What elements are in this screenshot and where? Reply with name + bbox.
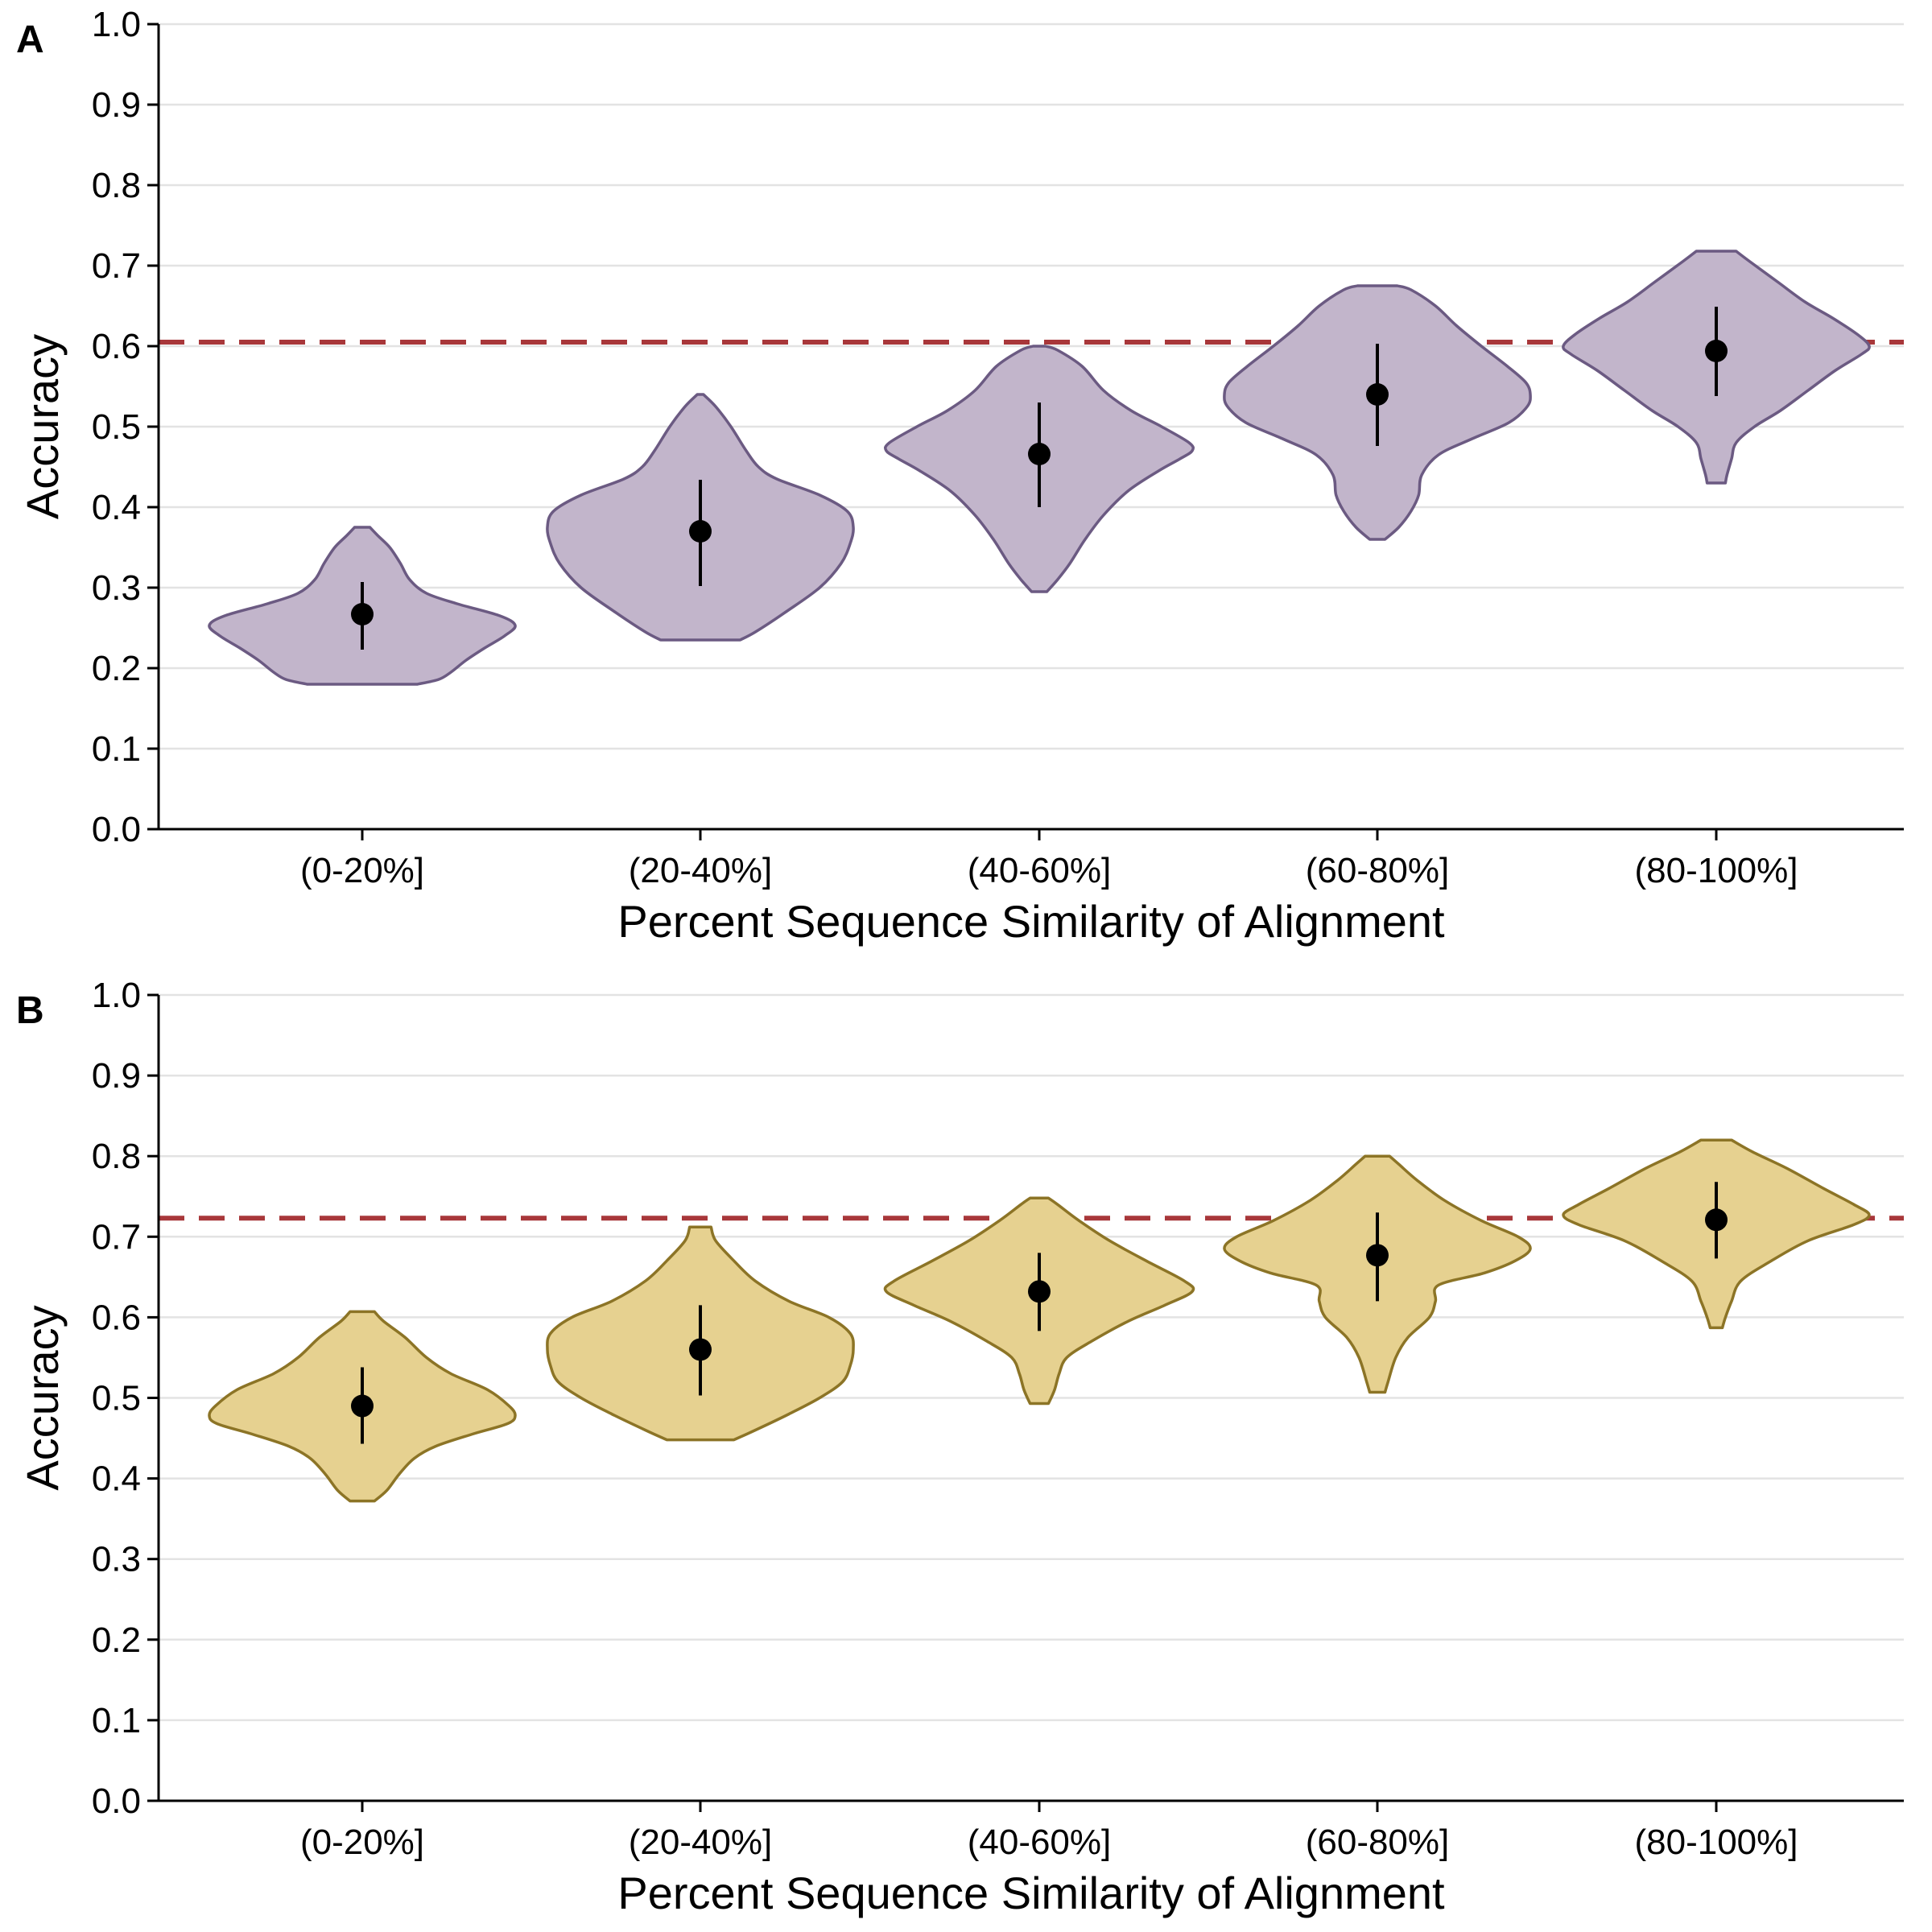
mean-point-4	[1366, 1244, 1389, 1267]
y-tick-label: 0.6	[92, 327, 141, 366]
panel-letter: A	[16, 19, 44, 61]
panel-letter: B	[16, 989, 44, 1032]
y-tick-label: 0.9	[92, 85, 141, 125]
x-tick-label: (0-20%]	[300, 1823, 424, 1862]
y-tick-label: 1.0	[92, 5, 141, 44]
y-tick-label: 0.2	[92, 649, 141, 688]
y-tick-label: 0.5	[92, 407, 141, 447]
y-tick-label: 0.1	[92, 729, 141, 769]
x-tick-label: (20-40%]	[629, 1823, 773, 1862]
y-axis-title: Accuracy	[17, 1305, 68, 1490]
mean-point-2	[689, 1338, 712, 1361]
y-axis-title: Accuracy	[17, 334, 68, 519]
mean-point-3	[1028, 443, 1051, 465]
y-tick-label: 0.5	[92, 1379, 141, 1418]
y-tick-label: 0.7	[92, 1217, 141, 1257]
y-tick-label: 0.7	[92, 246, 141, 286]
y-tick-label: 1.0	[92, 976, 141, 1015]
y-tick-label: 0.2	[92, 1620, 141, 1660]
x-tick-label: (0-20%]	[300, 851, 424, 890]
y-tick-label: 0.4	[92, 488, 141, 527]
panel-a: 0.0 0.1 0.2 0.3 0.4 0.5 0.6 0.7 0.8 0.9 1.0 (0-20%]…	[16, 5, 1904, 947]
x-tick-label: (40-60%]	[968, 1823, 1112, 1862]
x-tick-label: (80-100%]	[1634, 1823, 1798, 1862]
y-tick-label: 0.1	[92, 1701, 141, 1740]
mean-point-5	[1705, 1208, 1728, 1232]
mean-point-1	[351, 603, 374, 625]
mean-point-2	[689, 520, 712, 543]
mean-point-3	[1028, 1280, 1051, 1303]
x-tick-label: (40-60%]	[968, 851, 1112, 890]
mean-point-1	[351, 1394, 374, 1418]
y-tick-label: 0.8	[92, 1137, 141, 1176]
x-axis-title: Percent Sequence Similarity of Alignment	[617, 896, 1445, 947]
x-tick-label: (80-100%]	[1634, 851, 1798, 890]
panel-b: 0.0 0.1 0.2 0.3 0.4 0.5 0.6 0.7 0.8 0.9 1.0 (0-20%]…	[16, 976, 1904, 1918]
y-tick-label: 0.6	[92, 1298, 141, 1337]
mean-point-5	[1705, 340, 1728, 362]
y-tick-label: 0.0	[92, 1781, 141, 1821]
y-tick-label: 0.4	[92, 1459, 141, 1499]
x-tick-label: (60-80%]	[1306, 851, 1450, 890]
x-tick-label: (20-40%]	[629, 851, 773, 890]
y-tick-label: 0.0	[92, 810, 141, 849]
mean-point-4	[1366, 383, 1389, 406]
y-tick-label: 0.9	[92, 1056, 141, 1096]
x-tick-label: (60-80%]	[1306, 1823, 1450, 1862]
x-axis-title: Percent Sequence Similarity of Alignment	[617, 1868, 1445, 1918]
y-tick-label: 0.3	[92, 568, 141, 608]
y-tick-label: 0.8	[92, 166, 141, 205]
y-tick-label: 0.3	[92, 1540, 141, 1579]
